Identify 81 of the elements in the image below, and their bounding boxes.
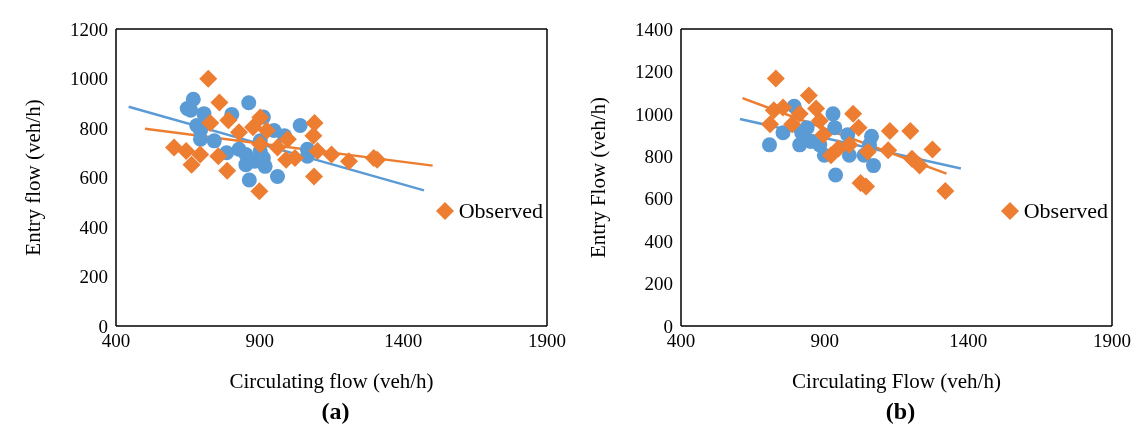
point [268, 138, 287, 157]
point [783, 115, 802, 134]
point [810, 111, 829, 130]
point [827, 120, 843, 136]
y-tick-label: 200 [644, 273, 673, 295]
point [840, 135, 859, 154]
point [858, 142, 877, 161]
point [250, 182, 269, 201]
y-tick-label: 200 [79, 266, 108, 288]
point [828, 167, 844, 183]
point [807, 99, 826, 118]
x-tick-label: 1400 [949, 330, 988, 352]
point [244, 118, 263, 137]
point [766, 69, 785, 88]
x-tick-label: 1400 [384, 330, 423, 352]
point [241, 172, 257, 188]
point [251, 135, 270, 154]
x-tick-label: 900 [245, 330, 274, 352]
point [814, 125, 833, 144]
point [304, 167, 323, 186]
y-axis-title: Entry flow (veh/h) [21, 99, 46, 256]
point [292, 118, 308, 134]
point [209, 147, 228, 166]
y-tick-label: 600 [644, 188, 673, 210]
point [257, 158, 273, 174]
point [206, 133, 222, 149]
y-tick-label: 1400 [635, 18, 673, 40]
point [910, 156, 929, 175]
point [251, 108, 270, 127]
point [866, 158, 882, 174]
x-tick-label: 1900 [528, 330, 566, 352]
point [229, 123, 248, 142]
point [799, 120, 815, 136]
point [177, 142, 196, 161]
point [241, 95, 257, 111]
point [278, 130, 297, 149]
y-tick-label: 1000 [70, 68, 108, 90]
point [901, 122, 920, 141]
point [269, 169, 285, 185]
point [340, 152, 359, 171]
point [218, 161, 237, 180]
point [775, 125, 791, 141]
y-tick-label: 800 [644, 146, 673, 168]
y-tick-label: 1200 [635, 61, 673, 83]
point [201, 114, 220, 133]
point [761, 115, 780, 134]
x-tick-label: 1900 [1093, 330, 1131, 352]
point [844, 104, 863, 123]
text: (b) [884, 398, 917, 425]
point [304, 126, 323, 145]
point [762, 137, 777, 153]
y-tick-label: 600 [79, 167, 108, 189]
text: (a) [320, 398, 351, 425]
y-tick-label: 800 [79, 117, 108, 139]
point [849, 118, 868, 137]
point [880, 122, 899, 141]
point [165, 138, 184, 157]
y-tick-label: 1200 [70, 18, 108, 40]
point [825, 106, 841, 122]
y-tick-label: 1000 [635, 103, 673, 125]
x-axis-title: Circulating flow (veh/h) [229, 369, 434, 393]
point [182, 155, 201, 174]
point [322, 145, 341, 164]
y-tick-label: 400 [79, 216, 108, 238]
point [799, 86, 818, 105]
x-tick-label: 900 [810, 330, 839, 352]
point [923, 140, 942, 159]
point [210, 93, 229, 112]
legend-label: Observed [458, 198, 543, 224]
point [199, 69, 218, 88]
point [219, 111, 238, 130]
point [257, 121, 276, 140]
point [191, 145, 210, 164]
point [308, 142, 327, 161]
point [790, 104, 809, 123]
legend-label: Observed [1023, 198, 1108, 224]
y-tick-label: 400 [644, 230, 673, 252]
point [879, 141, 898, 160]
y-axis-title: Entry Flow (veh/h) [586, 97, 611, 258]
x-axis-title: Circulating Flow (veh/h) [792, 369, 1001, 393]
point [936, 182, 955, 201]
